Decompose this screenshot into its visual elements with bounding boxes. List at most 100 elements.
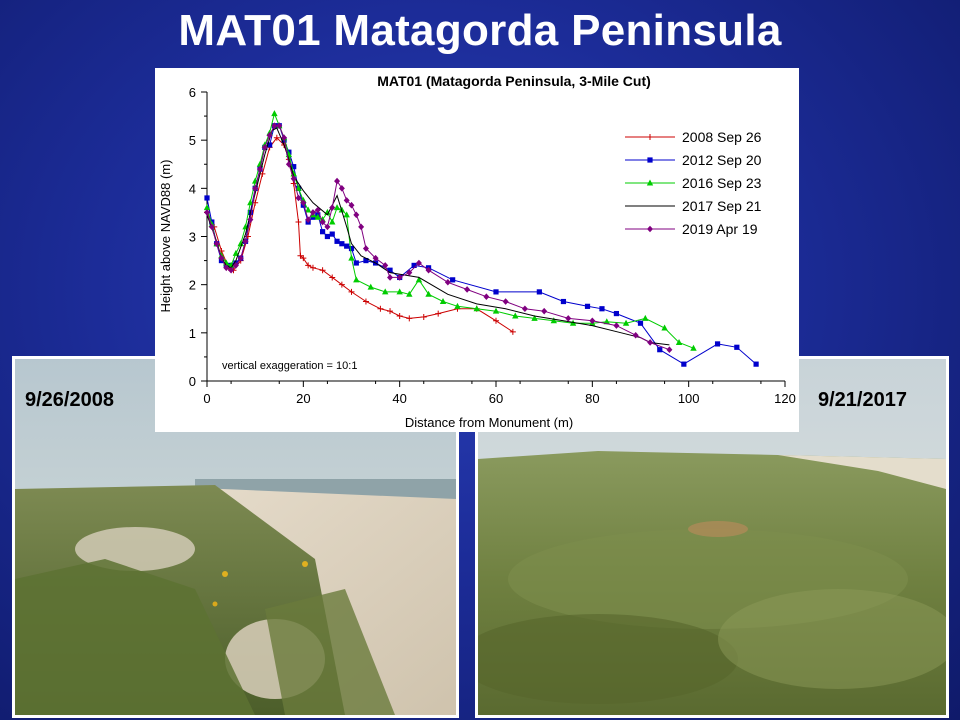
data-point	[295, 194, 302, 202]
data-point	[531, 314, 538, 321]
data-point	[334, 238, 340, 244]
y-tick-label: 4	[189, 181, 196, 196]
x-tick-label: 0	[203, 391, 210, 406]
data-point	[344, 243, 350, 249]
slide-title: MAT01 Matagorda Peninsula	[178, 6, 782, 55]
y-tick-label: 1	[189, 326, 196, 341]
data-point	[415, 259, 422, 267]
photo-date-label-2008: 9/26/2008	[25, 389, 114, 411]
data-point	[560, 298, 567, 305]
data-point	[362, 245, 369, 252]
data-point	[435, 310, 442, 317]
data-point	[367, 283, 374, 290]
x-tick-label: 80	[585, 391, 599, 406]
data-point	[329, 274, 336, 281]
data-point	[657, 347, 663, 353]
legend-item: 2017 Sep 21	[625, 198, 762, 214]
data-point	[387, 274, 394, 281]
data-point	[613, 310, 620, 317]
data-point	[666, 346, 673, 353]
data-point	[285, 160, 292, 168]
data-point	[324, 223, 331, 231]
data-point	[348, 254, 355, 261]
data-point	[204, 195, 210, 201]
legend-item: 2016 Sep 23	[625, 175, 762, 191]
data-point	[338, 281, 345, 288]
data-point	[256, 160, 264, 167]
data-point	[334, 177, 341, 185]
data-point	[333, 204, 341, 211]
data-point	[396, 288, 403, 295]
data-point	[584, 303, 591, 309]
data-point	[271, 122, 278, 130]
data-point	[599, 306, 605, 312]
data-point	[204, 209, 210, 216]
exaggeration-annotation: vertical exaggeration = 10:1	[222, 360, 357, 372]
legend-item: 2012 Sep 20	[625, 152, 762, 168]
y-axis-label: Height above NAVD88 (m)	[158, 160, 173, 313]
data-point	[637, 320, 644, 326]
data-point	[714, 341, 721, 347]
data-point	[565, 315, 572, 322]
data-point	[314, 206, 321, 214]
series-2019-apr-19	[204, 122, 673, 353]
chart-series-layer	[203, 110, 759, 367]
legend-item: 2008 Sep 26	[625, 129, 762, 145]
data-point	[382, 262, 389, 269]
data-point	[512, 312, 519, 319]
beach-photo-2008: 9/26/2008	[12, 356, 459, 718]
data-point	[343, 211, 350, 218]
data-point	[281, 134, 288, 142]
data-point	[406, 315, 413, 322]
y-tick-label: 5	[189, 133, 196, 148]
x-tick-label: 20	[296, 391, 310, 406]
x-tick-label: 100	[678, 391, 700, 406]
y-tick-label: 3	[189, 230, 196, 245]
data-point	[362, 298, 369, 305]
data-point	[232, 262, 239, 269]
data-point	[319, 218, 326, 226]
data-point	[314, 213, 321, 220]
data-point	[603, 318, 610, 325]
data-point	[454, 302, 461, 309]
data-point	[536, 289, 542, 295]
legend-marker	[647, 134, 653, 140]
x-tick-label: 120	[774, 391, 796, 406]
profile-chart: MAT01 (Matagorda Peninsula, 3-Mile Cut) …	[158, 73, 796, 430]
photo-date-label-2017: 9/21/2017	[818, 389, 907, 411]
chart-axes: 0 20 40 60 80 100 120 0 1 2 3 4 5 6	[189, 85, 796, 406]
data-point	[291, 164, 297, 170]
data-point	[300, 199, 307, 207]
data-point	[304, 206, 312, 213]
data-point	[387, 267, 393, 273]
data-point	[425, 290, 432, 297]
data-point	[227, 261, 235, 268]
data-point	[300, 255, 307, 262]
data-point	[242, 238, 249, 245]
data-point	[319, 267, 326, 274]
series-line	[206, 112, 694, 349]
data-point	[273, 134, 280, 141]
data-point	[358, 223, 365, 231]
data-point	[218, 254, 225, 262]
data-point	[329, 218, 336, 225]
data-point	[589, 317, 596, 325]
x-tick-label: 60	[489, 391, 503, 406]
data-point	[247, 199, 254, 206]
data-point	[406, 269, 413, 276]
data-point	[295, 184, 302, 191]
data-point	[295, 219, 302, 226]
data-point	[348, 201, 355, 209]
data-point	[492, 307, 500, 314]
data-point	[493, 289, 499, 295]
data-point	[343, 197, 350, 204]
data-point	[675, 338, 683, 345]
legend-label: 2008 Sep 26	[682, 129, 762, 145]
data-point	[464, 286, 471, 293]
x-tick-label: 40	[392, 391, 406, 406]
data-point	[203, 204, 211, 211]
beach-photo-2008-image	[15, 359, 456, 715]
data-point	[363, 257, 369, 264]
legend-marker	[646, 179, 654, 186]
legend-label: 2019 Apr 19	[682, 221, 758, 237]
